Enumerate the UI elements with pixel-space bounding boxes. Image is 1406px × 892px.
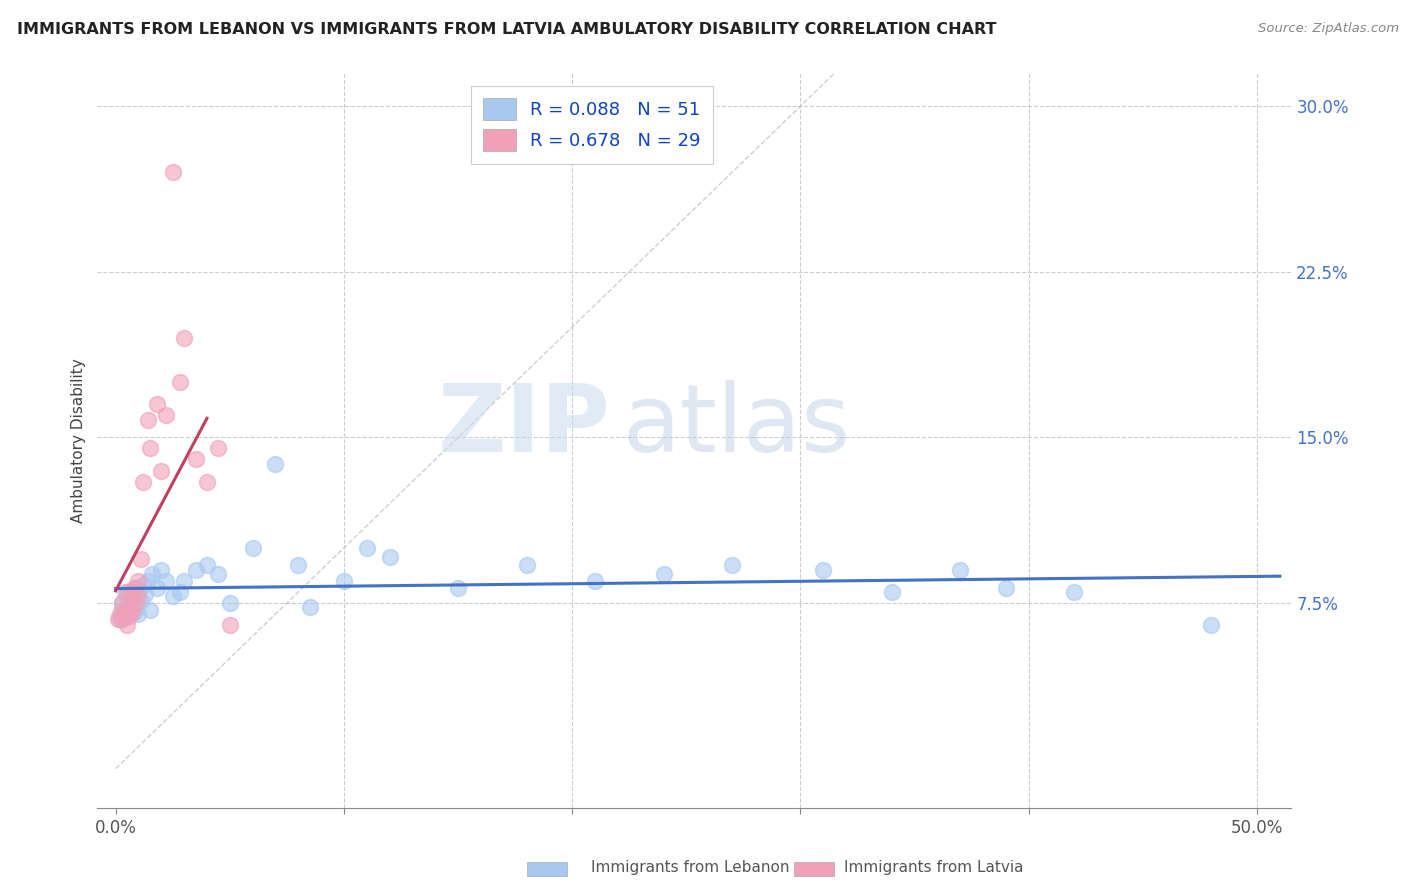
Point [949,563,972,577]
Point [515,558,537,573]
Point [169,585,191,599]
Point [107,611,129,625]
Point [242,541,264,555]
Point [184,452,207,467]
Point [333,574,356,588]
Point [652,567,675,582]
Point [184,563,207,577]
Point [207,442,229,456]
Point [118,594,141,608]
Point [118,609,141,624]
Text: Source: ZipAtlas.com: Source: ZipAtlas.com [1258,22,1399,36]
Point [127,574,149,588]
Point [121,605,143,619]
Point [125,596,148,610]
Point [108,607,131,621]
Y-axis label: Ambulatory Disability: Ambulatory Disability [72,359,86,523]
Point [118,602,141,616]
Point [207,567,229,582]
Point [127,590,149,604]
Point [139,442,162,456]
Point [195,558,218,573]
Point [132,578,155,592]
Point [136,574,159,588]
Point [145,581,167,595]
Point [115,600,138,615]
Point [121,585,143,599]
Point [1201,618,1223,632]
Point [218,618,240,632]
Point [155,574,177,588]
Point [118,609,141,624]
Point [721,558,744,573]
Point [356,541,378,555]
Point [122,605,145,619]
Text: Immigrants from Lebanon: Immigrants from Lebanon [591,861,789,875]
Point [114,607,136,621]
Point [114,585,136,599]
Point [125,596,148,610]
Point [150,463,173,477]
Point [127,607,149,621]
Point [136,413,159,427]
Point [122,591,145,606]
Point [155,409,177,423]
Point [115,585,138,599]
Point [111,602,134,616]
Point [139,602,162,616]
Point [218,596,240,610]
Point [111,596,134,610]
Text: IMMIGRANTS FROM LEBANON VS IMMIGRANTS FROM LATVIA AMBULATORY DISABILITY CORRELAT: IMMIGRANTS FROM LEBANON VS IMMIGRANTS FR… [17,22,997,37]
Point [583,574,606,588]
Point [127,585,149,599]
Point [447,581,470,595]
Point [162,165,184,179]
Text: Immigrants from Latvia: Immigrants from Latvia [844,861,1024,875]
Point [114,602,136,616]
Point [173,331,195,345]
Point [994,581,1017,595]
Point [880,585,903,599]
Point [162,590,184,604]
Point [111,611,134,625]
Point [129,594,152,608]
Point [150,563,173,577]
Point [121,599,143,613]
Point [378,549,401,564]
Point [134,587,156,601]
Point [122,581,145,595]
Point [195,475,218,489]
Point [121,590,143,604]
Point [111,596,134,610]
Text: ZIP: ZIP [437,380,610,472]
Point [129,552,152,566]
Point [287,558,309,573]
Point [115,590,138,604]
Point [132,475,155,489]
Point [141,567,163,582]
Point [1063,585,1085,599]
Point [169,375,191,389]
Point [145,397,167,411]
Point [115,618,138,632]
Point [108,611,131,625]
Text: atlas: atlas [623,380,851,472]
Point [813,563,835,577]
Point [298,600,321,615]
Point [125,581,148,595]
Point [173,574,195,588]
Point [264,457,287,471]
Legend: R = 0.088   N = 51, R = 0.678   N = 29: R = 0.088 N = 51, R = 0.678 N = 29 [471,86,713,164]
